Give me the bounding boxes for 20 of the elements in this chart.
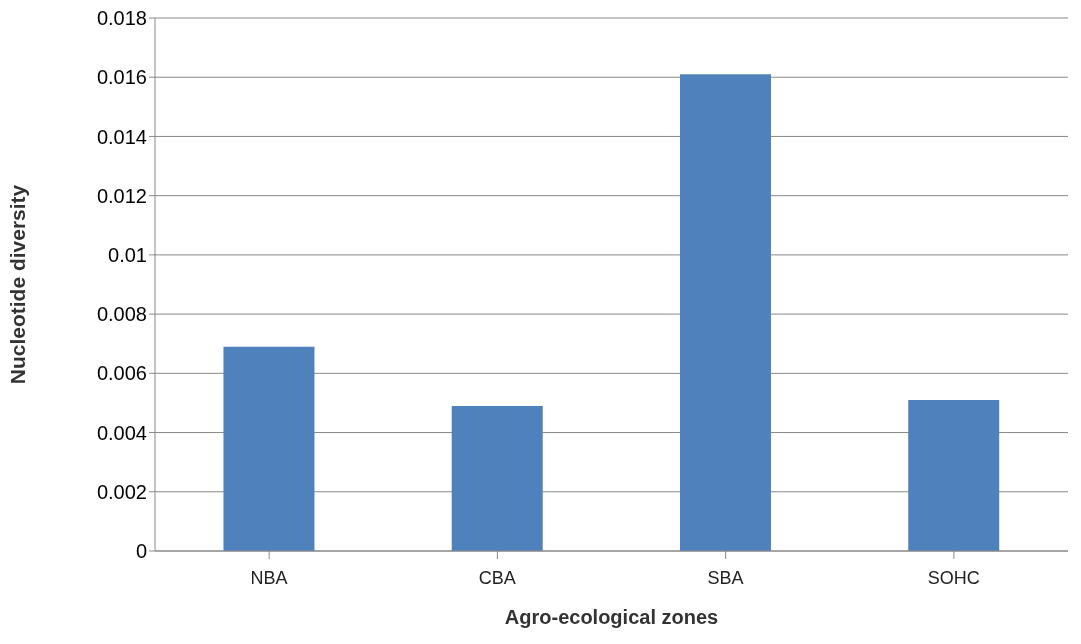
y-tick-label: 0.012 — [96, 184, 147, 207]
x-axis-title: Agro-ecological zones — [504, 606, 719, 628]
y-tick-label: 0.004 — [96, 421, 147, 444]
bar — [908, 399, 1000, 551]
y-tick-label: 0.006 — [96, 362, 147, 385]
y-tick-label: 0.002 — [96, 480, 147, 503]
bar — [451, 405, 543, 551]
y-tick-label: 0.008 — [96, 303, 147, 326]
y-tick-label: 0 — [135, 540, 147, 563]
x-tick-label: CBA — [478, 567, 516, 588]
y-tick-label: 0.014 — [96, 125, 147, 148]
bar — [679, 74, 771, 551]
y-tick-label: 0.018 — [96, 7, 147, 30]
y-tick-label: 0.016 — [96, 66, 147, 89]
x-tick-label: NBA — [250, 567, 288, 588]
y-axis-title: Nucleotide diversity — [6, 184, 30, 385]
x-tick-label: SBA — [707, 567, 744, 588]
x-tick-label: SOHC — [927, 567, 980, 588]
bar — [223, 346, 315, 551]
y-tick-label: 0.01 — [108, 243, 147, 266]
